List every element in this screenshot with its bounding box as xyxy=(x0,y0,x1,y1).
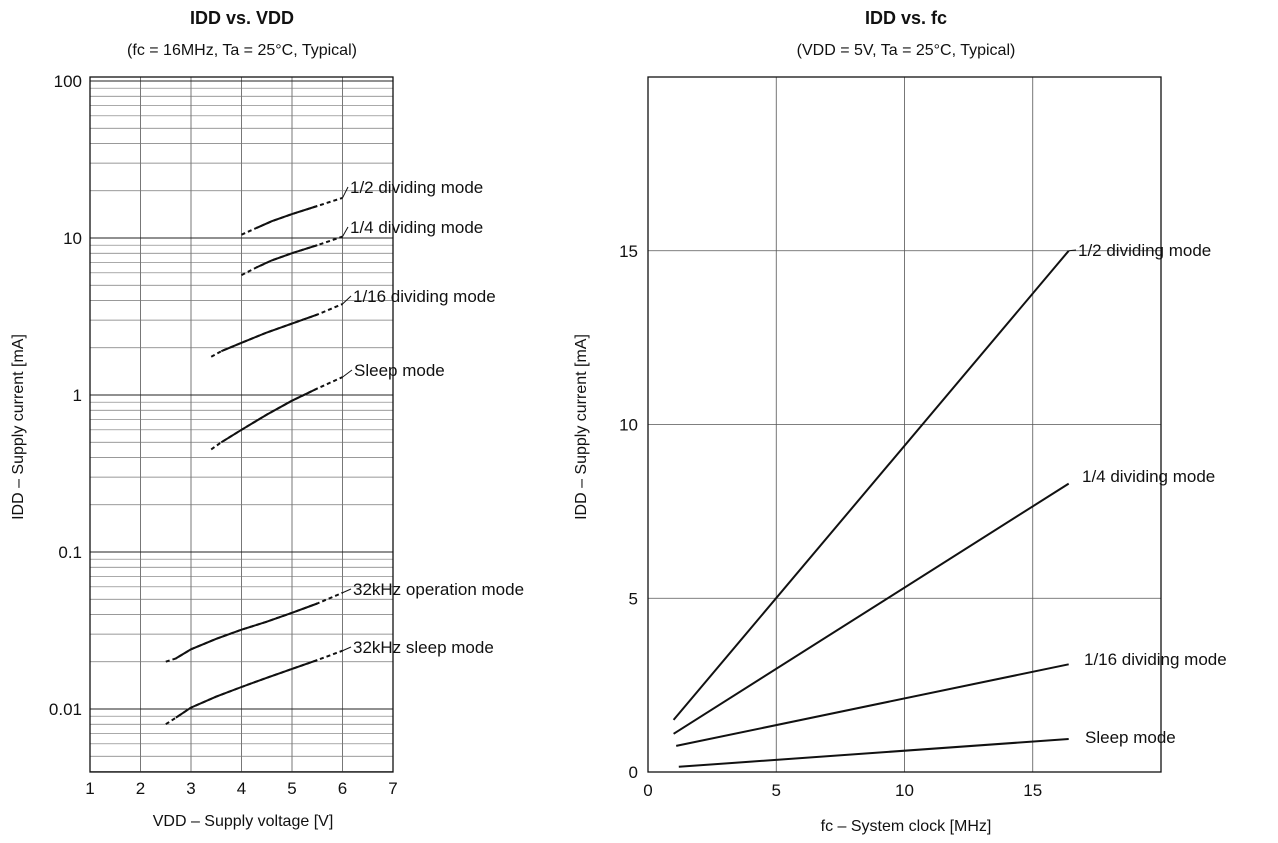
right-x-tick-label: 10 xyxy=(895,781,914,800)
right-y-tick-label: 10 xyxy=(619,416,638,435)
left-y-axis-label: IDD – Supply current [mA] xyxy=(10,334,27,520)
right-series-leader xyxy=(1068,249,1077,252)
right-x-axis-label: fc – System clock [MHz] xyxy=(821,818,992,835)
left-series-label-32khz-operation-mode: 32kHz operation mode xyxy=(353,580,524,599)
left-plot-frame xyxy=(89,76,394,773)
left-x-tick-label: 2 xyxy=(136,779,145,798)
left-series-1-4-dividing-mode-line xyxy=(256,244,318,269)
left-y-tick-label: 10 xyxy=(63,229,82,248)
left-x-axis-label: VDD – Supply voltage [V] xyxy=(153,813,334,830)
right-series-label-1-16-dividing-mode: 1/16 dividing mode xyxy=(1084,650,1227,669)
right-grid xyxy=(648,77,1161,772)
left-series-1-16-dividing-mode-dashed xyxy=(210,303,343,358)
left-y-tick-label: 1 xyxy=(73,386,82,405)
left-series-label-1-2-dividing-mode: 1/2 dividing mode xyxy=(350,178,483,197)
left-series-label-1-16-dividing-mode: 1/16 dividing mode xyxy=(353,287,496,306)
left-x-tick-label: 5 xyxy=(287,779,296,798)
left-x-tick-label: 4 xyxy=(237,779,246,798)
right-series-1-2-dividing-mode-line xyxy=(672,250,1070,721)
right-x-tick-label: 5 xyxy=(772,781,781,800)
right-x-tick-label: 15 xyxy=(1023,781,1042,800)
left-chart-title: IDD vs. VDD xyxy=(190,8,294,28)
right-y-tick-label: 0 xyxy=(629,763,638,782)
right-series-sleep-mode-line xyxy=(678,738,1069,768)
left-x-tick-label: 6 xyxy=(338,779,347,798)
left-series-label-32khz-sleep-mode: 32kHz sleep mode xyxy=(353,638,494,657)
right-series-label-1-2-dividing-mode: 1/2 dividing mode xyxy=(1078,241,1211,260)
left-series-1-2-dividing-mode-line xyxy=(256,205,318,229)
left-y-tick-label: 100 xyxy=(54,72,82,91)
right-series-1-16-dividing-mode-line xyxy=(675,663,1069,747)
left-tick-labels: 1 2 3 4 5 6 7 0.01 0.1 1 10 100 xyxy=(49,72,398,798)
right-y-axis-label: IDD – Supply current [mA] xyxy=(573,334,590,520)
left-series-leader xyxy=(342,226,349,237)
left-series-sleep-mode-dashed xyxy=(210,376,343,451)
left-series-group: 1/2 dividing mode 1/4 dividing mode 1/16 d… xyxy=(165,178,524,726)
left-series-leader xyxy=(342,588,352,594)
right-series-group: 1/2 dividing mode 1/4 dividing mode 1/16 d… xyxy=(672,241,1227,768)
right-tick-labels: 0 5 10 15 0 5 10 15 xyxy=(619,242,1042,800)
left-grid xyxy=(89,77,394,772)
left-series-sleep-mode-line xyxy=(220,387,318,444)
left-x-tick-label: 7 xyxy=(388,779,397,798)
left-series-label-1-4-dividing-mode: 1/4 dividing mode xyxy=(350,218,483,237)
left-series-leader xyxy=(342,369,353,378)
left-x-tick-label: 3 xyxy=(186,779,195,798)
right-y-tick-label: 15 xyxy=(619,242,638,261)
left-series-leader xyxy=(342,295,352,305)
right-series-label-1-4-dividing-mode: 1/4 dividing mode xyxy=(1082,467,1215,486)
right-series-1-4-dividing-mode-line xyxy=(673,482,1070,735)
left-y-tick-label: 0.01 xyxy=(49,700,82,719)
right-y-tick-label: 5 xyxy=(629,589,638,608)
left-chart-subtitle: (fc = 16MHz, Ta = 25°C, Typical) xyxy=(127,42,357,59)
left-series-label-sleep-mode: Sleep mode xyxy=(354,361,445,380)
left-chart: IDD vs. VDD (fc = 16MHz, Ta = 25°C, Typi… xyxy=(10,8,524,830)
left-series-leader xyxy=(342,186,349,199)
right-chart: IDD vs. fc (VDD = 5V, Ta = 25°C, Typical… xyxy=(573,8,1227,835)
left-series-32khz-operation-mode-line xyxy=(175,602,318,660)
left-series-32khz-sleep-mode-line xyxy=(175,659,318,719)
right-x-tick-label: 0 xyxy=(643,781,652,800)
right-chart-title: IDD vs. fc xyxy=(865,8,947,28)
right-series-label-sleep-mode: Sleep mode xyxy=(1085,728,1176,747)
right-chart-subtitle: (VDD = 5V, Ta = 25°C, Typical) xyxy=(797,42,1016,59)
right-plot-frame xyxy=(647,76,1162,773)
left-y-tick-label: 0.1 xyxy=(58,543,82,562)
left-series-leader xyxy=(342,646,352,652)
left-series-1-16-dividing-mode-line xyxy=(220,313,318,353)
left-x-tick-label: 1 xyxy=(85,779,94,798)
